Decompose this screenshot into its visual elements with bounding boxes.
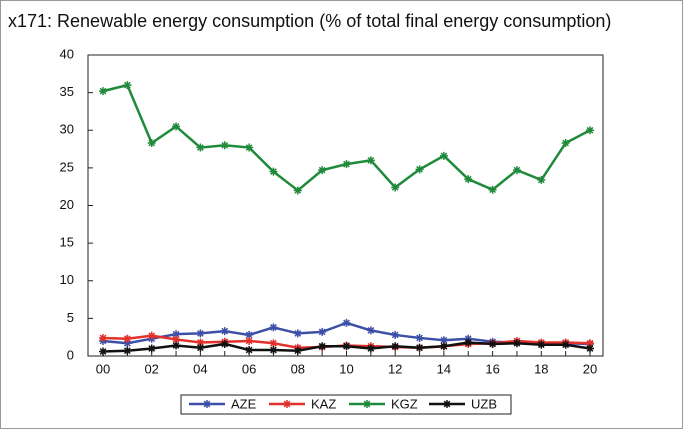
marker [366,326,375,335]
marker [488,185,497,194]
marker [293,346,302,355]
x-tick-label: 10 [339,361,353,376]
marker [293,186,302,195]
marker [220,141,229,150]
legend-marker [283,400,291,408]
marker [366,156,375,165]
marker [196,143,205,152]
marker [293,329,302,338]
marker [123,81,132,90]
marker [196,338,205,347]
marker [391,330,400,339]
marker [464,338,473,347]
marker [269,323,278,332]
marker [147,344,156,353]
x-tick-label: 08 [291,361,305,376]
legend-label: AZE [231,396,257,411]
y-tick-label: 25 [60,159,74,174]
marker [172,335,181,344]
marker [99,87,107,96]
marker [99,333,107,342]
marker [245,345,254,354]
marker [245,336,254,345]
x-tick-label: 16 [485,361,499,376]
marker [512,339,521,348]
y-tick-label: 10 [60,272,74,287]
marker [512,166,521,175]
marker [561,340,570,349]
marker [318,166,327,175]
x-tick-label: 00 [96,361,110,376]
marker [269,167,278,176]
marker [439,336,448,345]
marker [245,330,254,339]
marker [99,347,107,356]
marker [147,139,156,148]
legend-label: KAZ [311,396,336,411]
marker [269,339,278,348]
marker [172,330,181,339]
marker [342,342,351,351]
marker [123,339,132,348]
marker [123,346,132,355]
legend-box [180,394,512,415]
marker [586,344,594,353]
legend-label: KGZ [391,396,418,411]
x-tick-label: 06 [242,361,256,376]
x-tick-label: 12 [388,361,402,376]
marker [537,340,546,349]
y-tick-label: 15 [60,235,74,250]
y-tick-label: 35 [60,84,74,99]
marker [415,165,424,174]
marker [220,339,229,348]
marker [464,175,473,184]
marker [586,126,594,135]
marker [366,344,375,353]
legend-marker [443,400,451,408]
marker [415,333,424,342]
marker [586,339,594,348]
chart-title: x171: Renewable energy consumption (% of… [8,11,611,31]
marker [439,342,448,351]
marker [245,143,254,152]
marker [172,341,181,350]
marker [391,342,400,351]
x-tick-label: 04 [193,361,207,376]
marker [269,345,278,354]
y-tick-label: 5 [67,310,74,325]
y-tick-label: 30 [60,122,74,137]
y-tick-label: 20 [60,197,74,212]
marker [488,339,497,348]
marker [196,343,205,352]
y-tick-label: 0 [67,347,74,362]
marker [318,342,327,351]
marker [172,122,181,131]
x-tick-label: 20 [583,361,597,376]
legend-label: UZB [471,396,497,411]
marker [391,183,400,192]
marker [439,151,448,160]
x-tick-label: 18 [534,361,548,376]
marker [342,318,351,327]
marker [342,160,351,169]
marker [123,334,132,343]
marker [561,139,570,148]
marker [537,175,546,184]
marker [196,329,205,338]
legend-marker [363,400,371,408]
legend-marker [203,400,211,408]
marker [147,331,156,340]
marker [318,327,327,336]
x-tick-label: 02 [144,361,158,376]
marker [415,343,424,352]
y-tick-label: 40 [60,46,74,61]
marker [220,327,229,336]
x-tick-label: 14 [437,361,451,376]
